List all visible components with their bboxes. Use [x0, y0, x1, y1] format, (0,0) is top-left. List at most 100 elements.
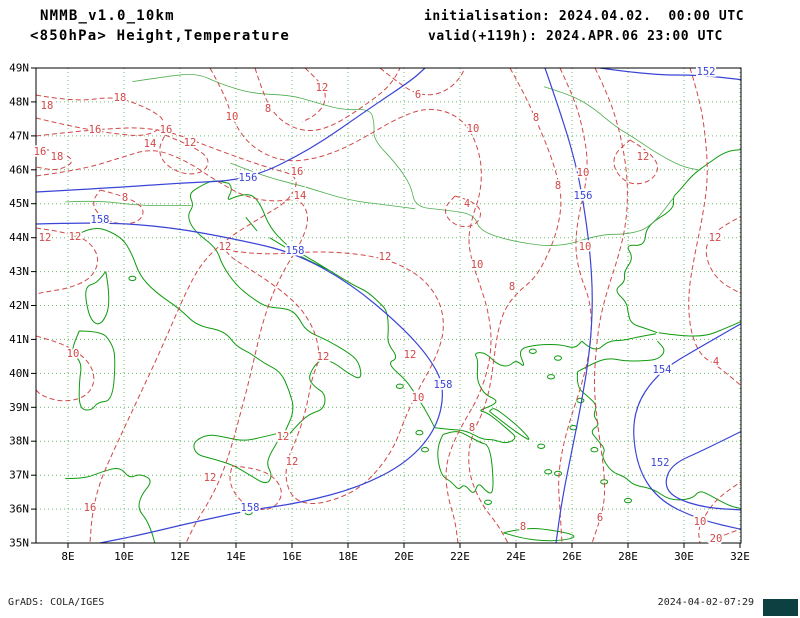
temperature-contour	[229, 465, 282, 511]
grads-credit: GrADS: COLA/IGES	[8, 597, 105, 608]
contour-label: 6	[597, 512, 603, 524]
contour-label: 20	[710, 533, 723, 545]
contour-label: 10	[412, 392, 425, 404]
island	[590, 447, 599, 453]
contour-label: 10	[226, 111, 239, 123]
contour-label: 12	[204, 472, 217, 484]
temperature-contour	[591, 68, 628, 543]
temperature-contour	[688, 68, 741, 387]
contour-label: 16	[84, 502, 97, 514]
lat-axis-label: 42N	[9, 299, 29, 312]
contour-label: 12	[184, 137, 197, 149]
contour-label: 16	[34, 146, 47, 158]
island	[528, 348, 537, 354]
contour-label: 152	[697, 66, 716, 78]
contour-label: 12	[277, 431, 290, 443]
height-contour	[633, 323, 741, 530]
contour-label: 158	[91, 214, 110, 226]
lon-axis-label: 16E	[282, 550, 302, 563]
lat-axis-label: 39N	[9, 401, 29, 414]
contour-label: 12	[379, 251, 392, 263]
lon-axis-label: 32E	[730, 550, 750, 563]
lon-axis-label: 22E	[450, 550, 470, 563]
coastline	[67, 180, 362, 441]
contour-label: 154	[653, 364, 672, 376]
contour-label: 12	[219, 241, 232, 253]
coastline	[503, 527, 575, 542]
contour-label: 8	[533, 112, 539, 124]
contour-label: 158	[241, 502, 260, 514]
coastline	[193, 432, 282, 484]
contour-label: 6	[415, 89, 421, 101]
lon-axis-label: 24E	[506, 550, 526, 563]
temperature-contour	[36, 147, 72, 171]
height-contour	[36, 222, 443, 543]
contour-label: 18	[51, 151, 64, 163]
temperature-contour	[613, 139, 658, 185]
lat-axis-label: 40N	[9, 367, 29, 380]
temperature-contour	[224, 249, 444, 505]
lon-axis-label: 28E	[618, 550, 638, 563]
contour-label: 18	[114, 92, 127, 104]
island	[554, 470, 562, 477]
init-time-label: initialisation: 2024.04.02. 00:00 UTC	[424, 9, 745, 24]
lat-axis-label: 49N	[9, 62, 29, 75]
contour-label: 16	[160, 124, 173, 136]
valid-time-label: valid(+119h): 2024.APR.06 23:00 UTC	[428, 29, 723, 44]
coastline	[577, 340, 665, 373]
river-or-border-line	[132, 73, 675, 246]
island	[537, 443, 546, 449]
contour-label: 4	[464, 198, 470, 210]
temperature-contour	[36, 335, 95, 402]
coastline	[658, 321, 741, 337]
contour-label: 12	[316, 82, 329, 94]
island	[415, 430, 424, 436]
lat-axis-label: 35N	[9, 537, 29, 550]
temperature-contour	[36, 150, 308, 543]
temperature-contour	[209, 68, 492, 543]
contour-label: 12	[317, 351, 330, 363]
contour-label: 14	[144, 138, 157, 150]
river-or-border-line	[543, 86, 699, 171]
lat-axis-label: 43N	[9, 265, 29, 278]
contour-label: 8	[509, 281, 515, 293]
temperature-contour	[301, 68, 326, 123]
coastline	[437, 431, 494, 494]
coastline	[434, 340, 583, 444]
temperature-contour	[36, 227, 99, 295]
contour-label: 8	[555, 180, 561, 192]
height-contour	[36, 68, 426, 193]
field-title: <850hPa> Height,Temperature	[30, 28, 290, 44]
contour-label: 12	[286, 456, 299, 468]
island	[128, 275, 137, 282]
temperature-contour	[468, 68, 562, 543]
temperature-contour	[379, 68, 466, 96]
contour-label: 10	[471, 259, 484, 271]
temperature-contour	[707, 528, 741, 543]
contour-label: 10	[467, 123, 480, 135]
height-contour	[544, 68, 593, 543]
lon-axis-label: 30E	[674, 550, 694, 563]
coastline	[489, 408, 530, 440]
river-or-border-line	[230, 162, 416, 210]
map-layers	[36, 68, 741, 543]
lat-axis-label: 38N	[9, 435, 29, 448]
lon-axis-label: 8E	[61, 550, 74, 563]
lat-axis-label: 36N	[9, 503, 29, 516]
coastline	[576, 371, 741, 510]
contour-label: 8	[122, 192, 128, 204]
contour-label: 10	[579, 241, 592, 253]
temperature-contour	[698, 481, 741, 543]
contour-label: 156	[574, 190, 593, 202]
island	[554, 355, 562, 361]
lat-axis-label: 37N	[9, 469, 29, 482]
height-contour	[665, 430, 741, 511]
coastline	[72, 330, 116, 411]
lon-axis-label: 12E	[170, 550, 190, 563]
lat-axis-label: 47N	[9, 129, 29, 142]
island	[395, 383, 404, 389]
temperature-contour	[444, 195, 481, 228]
